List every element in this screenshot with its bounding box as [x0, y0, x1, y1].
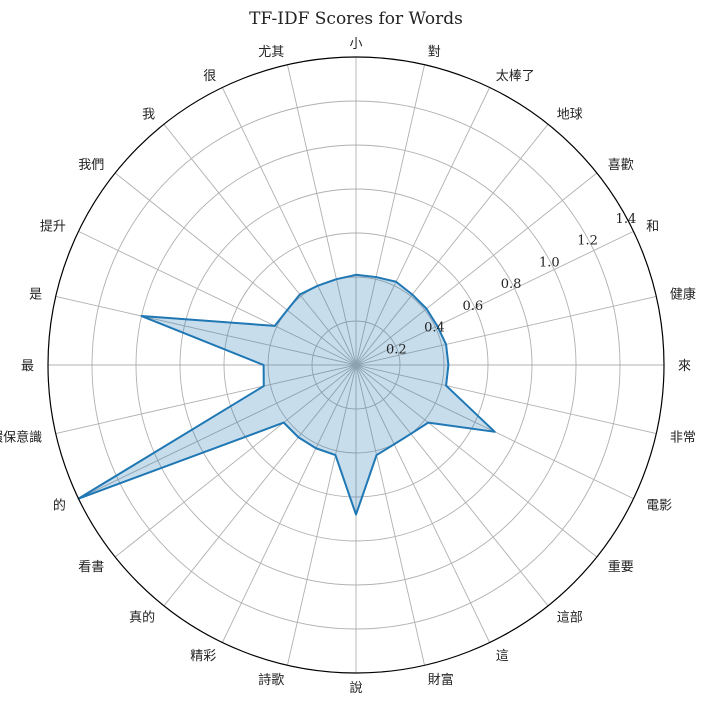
radial-tick-label: 1.2	[577, 234, 598, 249]
grid-spoke	[355, 296, 657, 366]
category-label: 太棒了	[496, 69, 535, 84]
grid-spoke	[355, 364, 657, 434]
category-label: 精彩	[190, 649, 216, 664]
grid-spoke	[287, 364, 357, 666]
category-label: 的	[53, 498, 66, 514]
category-label: 真的	[129, 610, 155, 626]
category-label: 喜歡	[608, 158, 634, 173]
grid-spoke	[355, 172, 598, 366]
category-label: 重要	[608, 559, 634, 575]
grid-spoke	[355, 364, 425, 666]
grid-spoke	[55, 296, 357, 366]
grid-spoke	[355, 364, 598, 558]
grid-spoke	[355, 123, 549, 366]
category-label: 電影	[646, 499, 672, 514]
category-label: 對	[428, 45, 441, 60]
outer-frame	[47, 56, 665, 674]
category-label: 這	[496, 648, 509, 664]
grid-spoke	[355, 87, 491, 366]
category-labels: 來 健康 和 喜歡 地球 太棒了 對 小尤其很我我們提升是最環保意識的看書真的精彩詩歌 說 財富 這…	[0, 37, 696, 696]
grid-spoke	[355, 64, 425, 366]
grid	[48, 57, 664, 673]
category-label: 很	[203, 69, 216, 84]
grid-spoke	[114, 364, 357, 558]
grid-spoke	[78, 230, 357, 366]
grid-spoke	[55, 364, 357, 434]
category-label: 詩歌	[258, 673, 284, 688]
radial-tick-label: 1.0	[539, 255, 560, 270]
grid-spoke	[287, 64, 357, 366]
category-label: 最	[21, 359, 34, 374]
category-label: 和	[646, 219, 659, 234]
frame	[47, 56, 665, 674]
grid-spoke	[355, 364, 491, 643]
category-label: 來	[678, 359, 691, 374]
radial-tick-label: 0.8	[501, 277, 522, 292]
category-label: 這部	[557, 610, 583, 626]
radial-tick-labels: 0.2 0.4 0.6 0.8 1.0 1.2 1.4	[386, 212, 636, 357]
grid-spoke	[221, 87, 357, 366]
category-label: 是	[29, 287, 42, 302]
grid-spoke	[114, 172, 357, 366]
data-series	[77, 273, 496, 516]
category-label: 看書	[78, 559, 104, 575]
grid-spoke	[163, 364, 357, 607]
grid-spoke	[163, 123, 357, 366]
category-label: 環保意識	[0, 430, 42, 446]
category-label: 尤其	[258, 45, 284, 60]
chart-title: TF-IDF Scores for Words	[249, 9, 463, 29]
category-label: 非常	[670, 431, 696, 446]
grid-spoke	[355, 364, 549, 607]
category-label: 地球	[557, 107, 583, 122]
grid-spoke	[221, 364, 357, 643]
category-label: 我	[142, 107, 155, 122]
grid-spoke	[355, 230, 634, 366]
category-label: 財富	[428, 672, 454, 688]
category-label: 提升	[40, 218, 66, 234]
grid-spoke	[78, 364, 357, 500]
category-label: 我們	[78, 158, 104, 173]
category-label: 小	[349, 37, 362, 52]
category-label: 健康	[670, 286, 696, 302]
radial-tick-label: 0.4	[424, 321, 445, 336]
category-label: 說	[349, 680, 362, 696]
radial-tick-label: 1.4	[616, 212, 637, 227]
radial-tick-label: 0.6	[462, 299, 483, 314]
radial-tick-label: 0.2	[386, 342, 407, 357]
series-area	[77, 273, 496, 516]
